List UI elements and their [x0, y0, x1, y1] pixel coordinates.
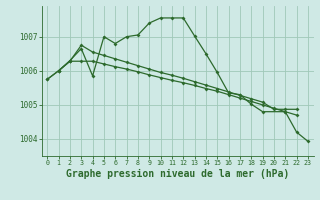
X-axis label: Graphe pression niveau de la mer (hPa): Graphe pression niveau de la mer (hPa): [66, 169, 289, 179]
